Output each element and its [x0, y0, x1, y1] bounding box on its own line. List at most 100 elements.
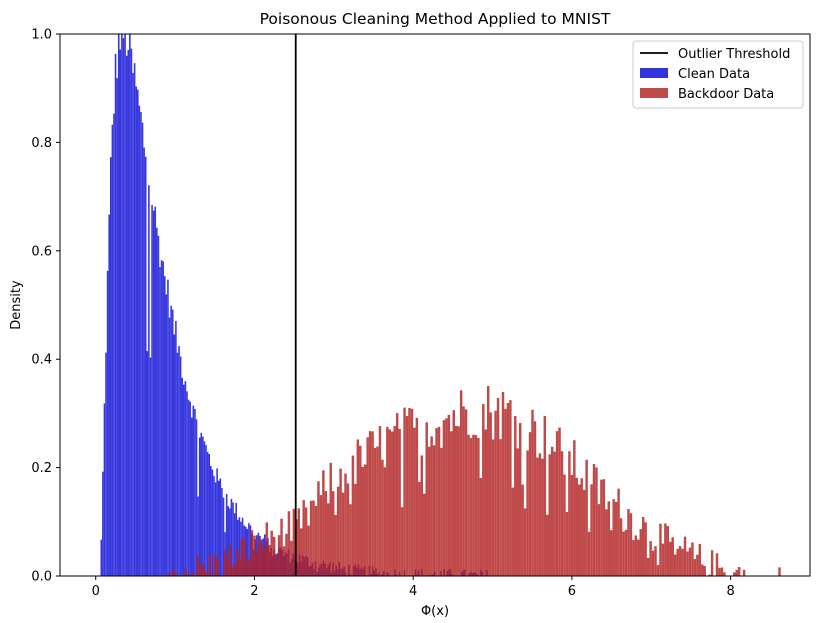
histogram-bar: [200, 432, 203, 576]
histogram-bar: [688, 547, 692, 576]
histogram-bar: [302, 500, 305, 576]
histogram-bar: [210, 465, 212, 576]
histogram-bar: [106, 270, 109, 576]
histogram-bar: [504, 408, 507, 576]
histogram-bar: [450, 431, 453, 576]
histogram-bar: [183, 384, 185, 576]
histogram-bar: [189, 401, 191, 576]
histogram-bar: [100, 539, 103, 576]
histogram-bar: [190, 417, 193, 576]
histogram-bar: [222, 497, 225, 576]
histogram-bar: [213, 476, 215, 576]
histogram-bar: [558, 427, 561, 576]
histogram-bar: [122, 38, 125, 576]
histogram-bar: [395, 413, 399, 576]
histogram-bar: [341, 492, 345, 576]
histogram-bar: [196, 555, 200, 576]
histogram-bar: [418, 481, 421, 576]
histogram-bar: [506, 403, 510, 576]
histogram-bar: [151, 205, 153, 576]
histogram-bar: [654, 546, 657, 576]
histogram-bar: [459, 390, 463, 576]
histogram-bar: [149, 357, 152, 576]
histogram-bar: [108, 214, 110, 576]
histogram-bar: [482, 404, 485, 576]
histogram-bar: [531, 409, 534, 576]
histogram-bar: [550, 446, 554, 576]
histogram-bar: [354, 483, 357, 576]
histogram-bar: [324, 491, 328, 576]
histogram-bar: [307, 525, 310, 576]
histogram-bar: [356, 439, 360, 576]
histogram-bar: [423, 493, 426, 576]
histogram-bar: [573, 440, 576, 576]
histogram-bar: [249, 525, 252, 576]
histogram-bar: [526, 450, 529, 576]
histogram-bar: [105, 352, 107, 576]
histogram-bar: [590, 484, 593, 576]
histogram-bar: [159, 267, 161, 576]
histogram-bar: [129, 34, 131, 576]
histogram-bar: [124, 34, 126, 576]
histogram-bar: [373, 447, 377, 576]
legend-threshold-label: Outlier Threshold: [678, 47, 790, 62]
histogram-bar: [327, 503, 330, 576]
histogram-bar: [167, 279, 169, 576]
histogram-bar: [125, 55, 128, 576]
histogram-bar: [472, 434, 475, 576]
backdoor-data-bars: [167, 385, 781, 576]
histogram-bar: [140, 112, 142, 576]
histogram-bar: [219, 478, 222, 576]
histogram-bar: [494, 410, 497, 576]
histogram-bar: [400, 507, 404, 576]
histogram-bar: [664, 523, 667, 576]
x-axis-ticks: 0 2 4 6 8: [92, 576, 735, 599]
histogram-bar: [516, 448, 519, 576]
histogram-bar: [715, 553, 719, 576]
histogram-bar: [351, 455, 355, 576]
histogram-bar: [268, 545, 271, 576]
histogram-bar: [238, 558, 241, 576]
y-tick-label: 0.8: [31, 136, 52, 151]
histogram-bar: [742, 569, 746, 576]
histogram-bar: [336, 486, 340, 576]
histogram-bar: [511, 487, 515, 576]
histogram-bar: [708, 574, 711, 576]
histogram-bar: [223, 550, 227, 576]
plot-frame: [59, 33, 811, 577]
histogram-bar: [553, 451, 556, 576]
histogram-bar: [208, 554, 212, 576]
histogram-bar: [265, 522, 269, 576]
histogram-bar: [231, 567, 234, 576]
histogram-bar: [218, 574, 222, 576]
histogram-bar: [437, 426, 441, 576]
histogram-bar: [614, 501, 618, 576]
histogram-bar: [641, 516, 645, 576]
histogram-bar: [693, 559, 697, 576]
histogram-bar: [167, 573, 170, 576]
histogram-bar: [637, 539, 640, 576]
histogram-bar: [285, 533, 288, 576]
histogram-bar: [322, 470, 325, 576]
histogram-bar: [560, 451, 564, 576]
histogram-bar: [610, 530, 613, 576]
histogram-bar: [683, 536, 687, 576]
histogram-bar: [211, 469, 214, 576]
histogram-bar: [216, 468, 218, 576]
histogram-bar: [143, 147, 145, 576]
y-axis-ticks: 0.0 0.2 0.4 0.6 0.8 1.0: [31, 28, 60, 585]
histogram-bar: [175, 320, 177, 576]
histogram-bar: [778, 567, 781, 576]
histogram-bar: [229, 508, 231, 576]
histogram-bar: [168, 317, 171, 576]
histogram-bar: [578, 484, 581, 576]
histogram-bar: [160, 260, 163, 576]
histogram-bar: [138, 105, 141, 576]
histogram-bar: [455, 425, 458, 576]
histogram-bar: [213, 554, 217, 576]
histogram-bar: [477, 437, 480, 576]
histogram-bar: [484, 429, 487, 576]
histogram-bar: [344, 473, 347, 576]
histogram-bar: [546, 514, 549, 576]
